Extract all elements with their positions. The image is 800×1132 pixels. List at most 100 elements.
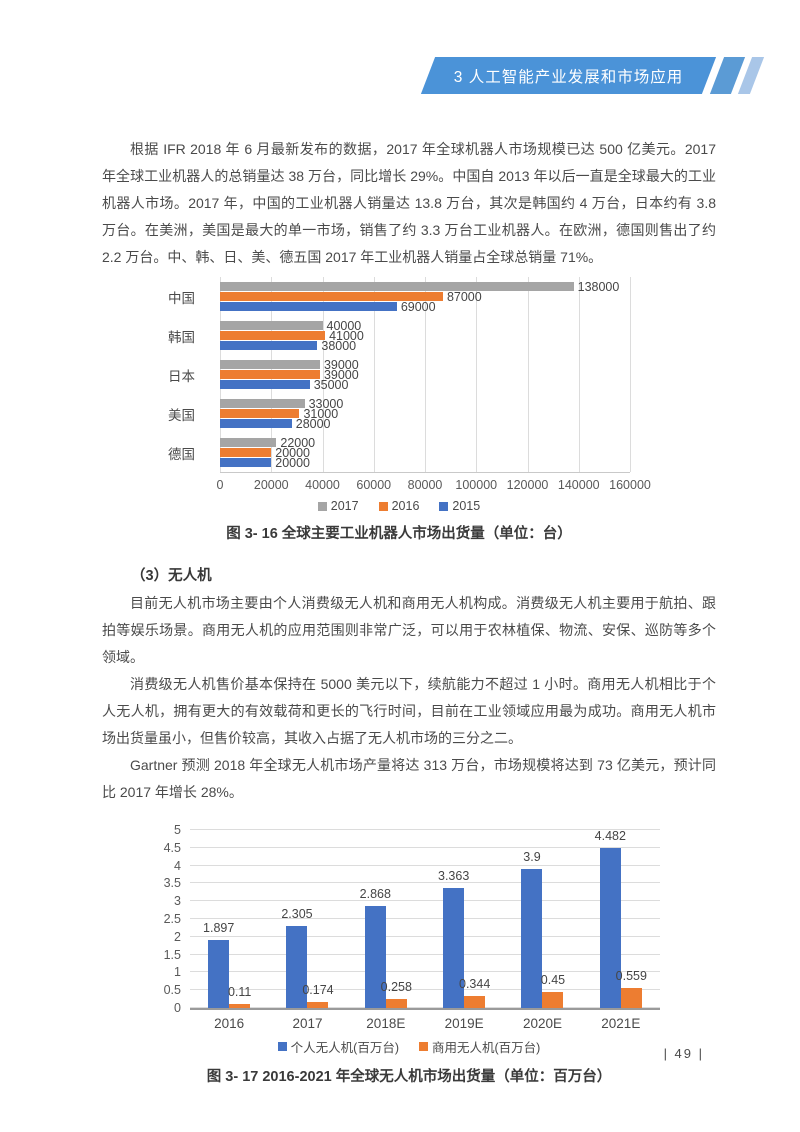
chapter-header: 3 人工智能产业发展和市场应用 bbox=[420, 57, 765, 94]
bar-series-0 bbox=[220, 282, 574, 291]
data-label: 1.897 bbox=[203, 921, 235, 936]
x-axis-tick-label: 140000 bbox=[557, 478, 600, 492]
category-label: 美国 bbox=[168, 407, 195, 423]
legend-label: 2015 bbox=[452, 499, 481, 513]
gridline bbox=[190, 900, 660, 902]
gridline bbox=[190, 829, 660, 830]
robot-chart-x-axis: 0 20000 40000 60000 80000 100000 120000 140000 1… bbox=[217, 473, 651, 493]
data-label: 4.482 bbox=[594, 829, 626, 844]
y-axis-tick-label: 1 bbox=[174, 965, 181, 980]
legend-label: 2017 bbox=[330, 499, 359, 513]
legend-swatch bbox=[317, 501, 327, 511]
bar-row: 39000 bbox=[220, 368, 630, 381]
gridline bbox=[190, 953, 660, 955]
y-axis-tick-label: 3 bbox=[174, 894, 181, 909]
data-label: 3.9 bbox=[523, 850, 541, 865]
paragraph-drone-price: 消费级无人机售价基本保持在 5000 美元以下，续航能力不超过 1 小时。商用无… bbox=[102, 676, 716, 746]
drone-chart-caption: 图 3- 17 2016-2021 年全球无人机市场出货量（单位：百万台） bbox=[206, 1069, 612, 1085]
legend-swatch bbox=[439, 501, 449, 511]
bar-group: 3.363 0.344 bbox=[425, 830, 503, 1008]
robot-chart-plot: 138000 87000 69000 40000 41000 38000 39000 3900… bbox=[220, 277, 631, 473]
page-number: | 49 | bbox=[663, 1046, 704, 1061]
data-label: 2.868 bbox=[359, 886, 391, 901]
data-label: 35000 bbox=[313, 377, 349, 392]
x-axis-tick-label: 120000 bbox=[506, 478, 549, 492]
bar-series-0: 1.897 bbox=[203, 921, 234, 1008]
bar-series-1: 0.344 bbox=[459, 977, 490, 1008]
gridline bbox=[190, 935, 660, 937]
paragraph-drone-market: 目前无人机市场主要由个人消费级无人机和商用无人机构成。消费级无人机主要用于航拍、… bbox=[102, 595, 716, 665]
gridline bbox=[630, 277, 631, 472]
y-axis-tick-label: 5 bbox=[174, 823, 181, 837]
gridline bbox=[190, 1007, 660, 1008]
drone-chart-y-axis: 5 4.5 4 3.5 3 2.5 2 1.5 1 0.5 0 bbox=[158, 823, 190, 1015]
y-axis-tick-label: 3.5 bbox=[163, 876, 181, 891]
data-label: 40000 bbox=[326, 318, 362, 333]
y-axis-tick-label: 4.5 bbox=[163, 840, 181, 855]
bar-series-1: 0.11 bbox=[228, 985, 251, 1008]
category-label: 日本 bbox=[168, 368, 195, 384]
robot-chart-body: 中国韩国日本美国德国 138000 87000 69000 40000 41000 380… bbox=[168, 277, 631, 473]
gridline bbox=[425, 277, 426, 472]
data-label: 0.11 bbox=[227, 985, 252, 1000]
bar-row: 28000 bbox=[220, 417, 630, 430]
bar-row: 87000 bbox=[220, 289, 630, 304]
paragraph-robot-market: 根据 IFR 2018 年 6 月最新发布的数据，2017 年全球机器人市场规模… bbox=[102, 141, 716, 265]
gridline bbox=[190, 989, 660, 991]
bar-series-2 bbox=[220, 341, 318, 350]
y-axis-tick-label: 2.5 bbox=[163, 912, 181, 926]
y-axis-tick-label: 0 bbox=[174, 1001, 181, 1015]
page-content: 根据 IFR 2018 年 6 月最新发布的数据，2017 年全球机器人市场规模… bbox=[0, 136, 800, 1086]
legend-item: 2016 bbox=[378, 499, 419, 513]
bar-series-1 bbox=[220, 292, 443, 301]
y-axis-tick-label: 4 bbox=[174, 858, 181, 873]
bar-series-2 bbox=[220, 302, 397, 311]
bar-row: 35000 bbox=[220, 377, 630, 392]
x-axis-tick-label: 2016 bbox=[214, 1016, 245, 1031]
y-axis-tick-label: 0.5 bbox=[163, 983, 181, 998]
y-axis-tick-label: 1.5 bbox=[163, 947, 181, 962]
drone-chart-plot: 1.897 0.11 2.305 0.174 2.868 0.258 3.363 0.344 3… bbox=[190, 829, 660, 1010]
bar-row: 33000 bbox=[220, 396, 630, 411]
category-label: 中国 bbox=[168, 290, 195, 306]
bar-group: 2.305 0.174 bbox=[268, 830, 346, 1008]
legend-swatch bbox=[378, 501, 388, 511]
y-axis-tick-label: 2 bbox=[174, 929, 181, 944]
data-label: 2.305 bbox=[281, 906, 313, 921]
bar-series-0 bbox=[220, 438, 277, 447]
x-axis-tick-label: 2020E bbox=[522, 1016, 562, 1031]
data-label: 33000 bbox=[308, 396, 344, 411]
legend-item: 个人无人机(百万台) bbox=[277, 1037, 399, 1056]
category-label: 韩国 bbox=[168, 329, 195, 345]
legend-item: 商用无人机(百万台) bbox=[419, 1037, 540, 1056]
data-label: 20000 bbox=[275, 445, 311, 460]
bar-series-0 bbox=[220, 360, 320, 369]
paragraph-gartner-forecast: Gartner 预测 2018 年全球无人机市场产量将达 313 万台，市场规模… bbox=[102, 757, 716, 800]
data-label: 87000 bbox=[446, 289, 482, 304]
bar-row: 20000 bbox=[220, 445, 630, 460]
x-axis-tick-label: 20000 bbox=[253, 478, 289, 492]
robot-chart-legend: 2017 2016 2015 bbox=[168, 499, 630, 513]
gridline bbox=[190, 864, 660, 866]
data-label: 0.344 bbox=[459, 976, 491, 991]
bar-row: 22000 bbox=[220, 436, 630, 449]
x-axis-tick-label: 80000 bbox=[407, 478, 443, 492]
gridline bbox=[190, 846, 660, 848]
data-label: 138000 bbox=[577, 279, 620, 294]
bar-series-0 bbox=[220, 321, 323, 330]
bar-series-2 bbox=[220, 458, 272, 467]
bar-group: 39000 39000 35000 bbox=[220, 355, 630, 394]
x-axis-tick-label: 40000 bbox=[305, 478, 340, 492]
category-label: 德国 bbox=[168, 446, 195, 462]
bar-group: 40000 41000 38000 bbox=[220, 316, 630, 355]
legend-swatch bbox=[419, 1042, 428, 1051]
bar-row: 138000 bbox=[220, 279, 630, 294]
data-label: 3.363 bbox=[438, 869, 470, 884]
bar-series-1: 0.559 bbox=[616, 969, 647, 1008]
bar-series-0: 2.868 bbox=[360, 887, 391, 1008]
bar-series-0: 3.9 bbox=[521, 850, 543, 1008]
bar-series-1: 0.258 bbox=[381, 980, 412, 1008]
bar-group: 2.868 0.258 bbox=[347, 830, 425, 1008]
data-label: 69000 bbox=[400, 299, 436, 314]
